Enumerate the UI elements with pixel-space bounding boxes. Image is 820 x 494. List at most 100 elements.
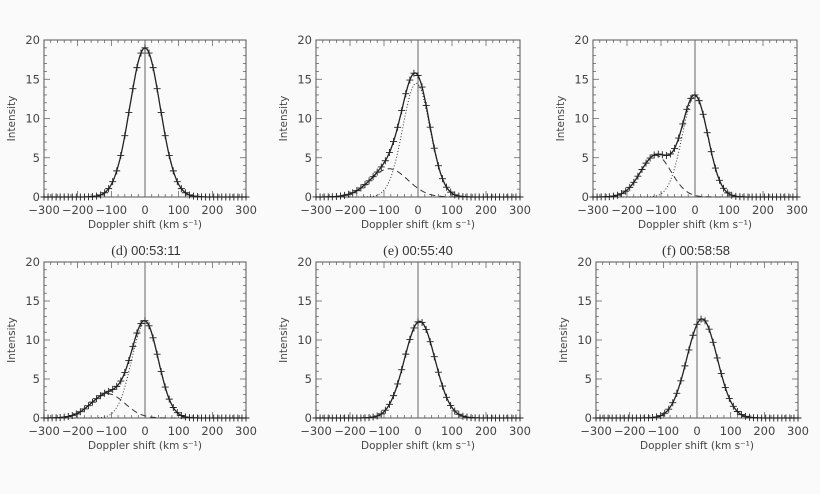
svg-text:300: 300: [509, 203, 531, 217]
panel-b: −300 −200 −100 0 100 200 300 0 5 10 15 20 Doppler sh…: [278, 33, 531, 231]
svg-text:5: 5: [585, 372, 592, 386]
svg-text:0: 0: [33, 190, 40, 204]
svg-text:100: 100: [168, 203, 190, 217]
svg-text:−200: −200: [62, 424, 94, 438]
x-axis-label: Doppler shift (km s⁻¹): [361, 440, 475, 452]
panel-f-label: (f) 00:58:58: [596, 243, 796, 260]
svg-text:−300: −300: [300, 203, 332, 217]
svg-text:−200: −200: [611, 203, 643, 217]
svg-text:−100: −100: [648, 424, 680, 438]
svg-text:20: 20: [25, 33, 40, 47]
svg-text:200: 200: [752, 203, 774, 217]
panel-d-label: (d) 00:53:11: [46, 243, 246, 260]
svg-text:200: 200: [753, 424, 775, 438]
svg-text:10: 10: [577, 333, 592, 347]
y-axis-label: Intensity: [278, 96, 290, 142]
panel-e-label: (e) 00:55:40: [318, 243, 518, 260]
svg-text:100: 100: [720, 424, 742, 438]
y-axis-label: Intensity: [6, 96, 18, 142]
svg-text:100: 100: [441, 203, 463, 217]
svg-text:15: 15: [297, 72, 312, 86]
panel-c: −300 −200 −100 0 100 200 300 0 5 10 15 20 Doppler sh…: [555, 33, 808, 231]
svg-text:15: 15: [25, 72, 40, 86]
svg-text:15: 15: [297, 294, 312, 308]
svg-text:100: 100: [441, 424, 463, 438]
svg-text:200: 200: [475, 203, 497, 217]
panel-d-letter: (d): [111, 244, 128, 259]
svg-text:−100: −100: [368, 424, 400, 438]
svg-text:−300: −300: [580, 424, 612, 438]
svg-text:300: 300: [235, 424, 257, 438]
svg-text:−300: −300: [300, 424, 332, 438]
x-axis-label: Doppler shift (km s⁻¹): [361, 219, 475, 231]
svg-text:−300: −300: [28, 424, 60, 438]
svg-text:0: 0: [33, 411, 40, 425]
svg-text:10: 10: [297, 112, 312, 126]
panel-e-time: 00:55:40: [402, 243, 453, 258]
x-axis-label: Doppler shift (km s⁻¹): [638, 219, 752, 231]
svg-text:−200: −200: [62, 203, 94, 217]
svg-text:20: 20: [297, 33, 312, 47]
svg-text:5: 5: [33, 151, 40, 165]
svg-text:−300: −300: [28, 203, 60, 217]
svg-text:10: 10: [574, 112, 589, 126]
svg-text:300: 300: [786, 203, 808, 217]
svg-text:0: 0: [305, 411, 312, 425]
svg-text:−100: −100: [368, 203, 400, 217]
x-axis-label: Doppler shift (km s⁻¹): [88, 219, 202, 231]
svg-text:10: 10: [297, 333, 312, 347]
svg-text:0: 0: [141, 424, 148, 438]
svg-text:5: 5: [305, 372, 312, 386]
svg-text:300: 300: [235, 203, 257, 217]
svg-text:200: 200: [201, 424, 223, 438]
x-axis-label: Doppler shift (km s⁻¹): [640, 440, 754, 452]
svg-text:100: 100: [168, 424, 190, 438]
svg-text:−200: −200: [334, 424, 366, 438]
y-axis-label: Intensity: [6, 317, 18, 363]
svg-text:−200: −200: [614, 424, 646, 438]
svg-text:200: 200: [201, 203, 223, 217]
svg-text:10: 10: [25, 333, 40, 347]
svg-text:0: 0: [414, 424, 421, 438]
y-axis-label: Intensity: [278, 317, 290, 363]
svg-text:0: 0: [585, 411, 592, 425]
panel-f: −300 −200 −100 0 100 200 300 0 5 10 15 20 Doppler sh…: [558, 255, 809, 452]
svg-text:5: 5: [582, 151, 589, 165]
svg-text:300: 300: [787, 424, 809, 438]
svg-text:0: 0: [141, 203, 148, 217]
svg-text:20: 20: [297, 255, 312, 269]
panel-e-letter: (e): [383, 244, 399, 259]
svg-text:20: 20: [574, 33, 589, 47]
panel-f-letter: (f): [661, 244, 676, 259]
svg-text:−300: −300: [577, 203, 609, 217]
svg-text:−100: −100: [645, 203, 677, 217]
y-axis-label: Intensity: [555, 96, 567, 142]
panel-e: −300 −200 −100 0 100 200 300 0 5 10 15 20 Doppler sh…: [278, 255, 531, 452]
svg-text:100: 100: [718, 203, 740, 217]
svg-text:20: 20: [577, 255, 592, 269]
x-axis-label: Doppler shift (km s⁻¹): [88, 440, 202, 452]
svg-text:−200: −200: [334, 203, 366, 217]
svg-text:0: 0: [693, 424, 700, 438]
y-axis-label: Intensity: [558, 317, 570, 363]
svg-text:300: 300: [509, 424, 531, 438]
svg-text:0: 0: [582, 190, 589, 204]
panel-d: −300 −200 −100 0 100 200 300 0 5 10 15 20 Doppler sh…: [6, 255, 257, 452]
svg-text:10: 10: [25, 112, 40, 126]
svg-text:5: 5: [33, 372, 40, 386]
svg-text:−100: −100: [96, 203, 128, 217]
panel-a: −300 −200 −100 0 100 200 300 0 5 10 15 20 Doppler sh…: [6, 33, 257, 231]
panel-f-time: 00:58:58: [679, 243, 731, 258]
panel-d-time: 00:53:11: [131, 243, 181, 258]
svg-text:0: 0: [691, 203, 698, 217]
svg-text:15: 15: [574, 72, 589, 86]
svg-text:20: 20: [25, 255, 40, 269]
svg-text:0: 0: [305, 190, 312, 204]
svg-text:−100: −100: [96, 424, 128, 438]
svg-text:15: 15: [577, 294, 592, 308]
svg-text:200: 200: [475, 424, 497, 438]
svg-text:0: 0: [414, 203, 421, 217]
svg-text:5: 5: [305, 151, 312, 165]
svg-text:15: 15: [25, 294, 40, 308]
